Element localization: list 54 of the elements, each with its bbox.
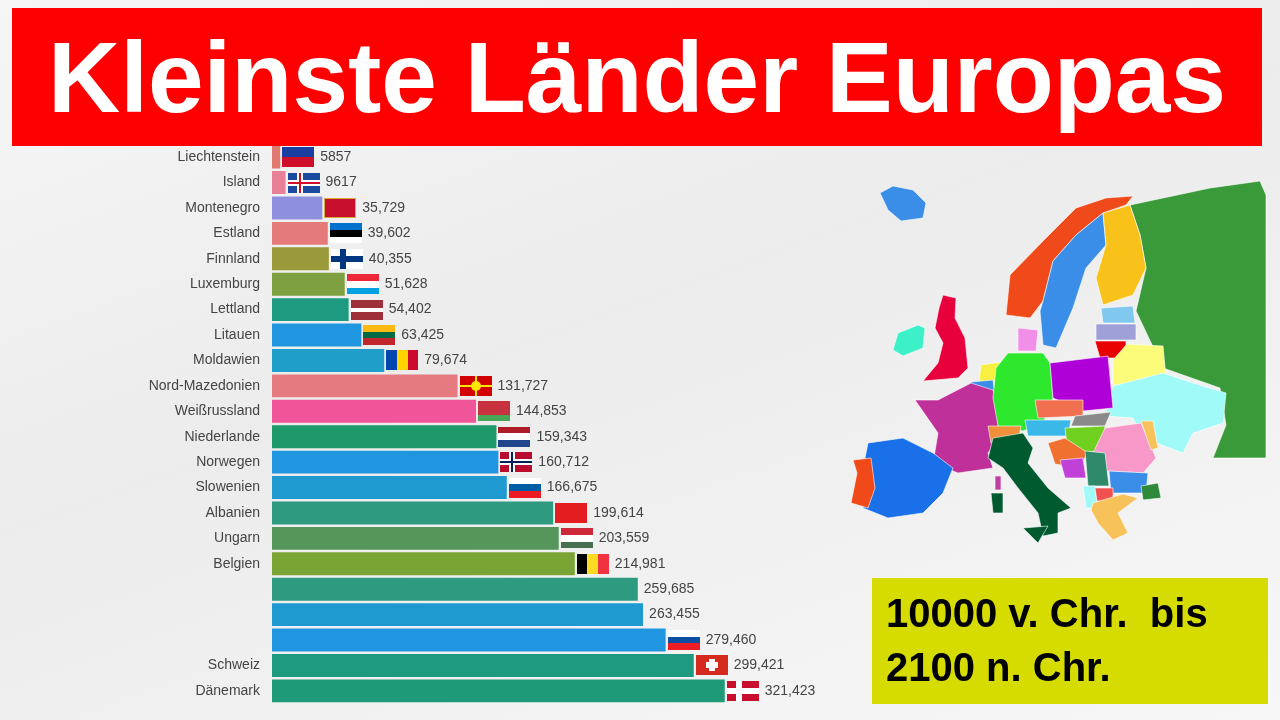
y-tick-label: Nord-Mazedonien	[148, 376, 260, 393]
data-label: 39,602	[367, 224, 411, 241]
data-label: 203,559	[598, 529, 650, 546]
data-label: 51,628	[384, 275, 428, 292]
y-tick-label: Lettland	[210, 300, 260, 317]
y-tick-label: Finnland	[206, 249, 260, 266]
data-label: 54,402	[388, 300, 432, 317]
y-tick-label: Weißrussland	[174, 402, 260, 419]
bar	[272, 425, 497, 449]
bar	[272, 221, 328, 245]
data-label: 166,675	[546, 478, 598, 495]
data-label: 144,853	[516, 402, 567, 419]
data-label: 259,685	[643, 580, 695, 597]
data-label: 131,727	[497, 376, 549, 393]
y-tick-label: Estland	[213, 224, 260, 241]
bar	[272, 272, 345, 296]
bar	[272, 628, 666, 652]
y-tick-label: Moldawien	[193, 351, 260, 368]
data-label: 263,455	[649, 605, 700, 622]
y-tick-label: Ungarn	[214, 529, 260, 546]
y-tick-label: Luxemburg	[189, 275, 260, 292]
data-label: 5857	[320, 147, 352, 164]
y-tick-label: Litauen	[214, 325, 260, 342]
bar	[272, 577, 638, 601]
text: 10000 v. Chr. bis 2100 n. Chr.	[886, 591, 1209, 689]
data-label: 79,674	[424, 351, 468, 368]
y-tick-label: Niederlande	[184, 427, 261, 444]
bar	[272, 298, 349, 322]
data-label: 299,421	[733, 656, 785, 673]
y-tick-label: Liechtenstein	[177, 147, 260, 164]
data-label: 321,423	[764, 681, 816, 698]
bar	[272, 526, 559, 550]
data-label: 159,343	[536, 427, 588, 444]
bar	[272, 476, 507, 499]
y-tick-label: Albanien	[205, 503, 260, 520]
y-tick-label: Belgien	[213, 554, 260, 571]
bar	[272, 145, 281, 169]
data-label: 63,425	[401, 325, 445, 342]
y-tick-label: Norwegen	[196, 452, 260, 469]
y-tick-label: Slowenien	[195, 478, 260, 495]
bar	[272, 603, 644, 627]
data-label: 160,712	[538, 452, 590, 469]
data-label: 35,729	[362, 198, 406, 215]
y-tick-label: Montenegro	[185, 198, 261, 215]
y-tick-label: Dänemark	[195, 681, 261, 698]
data-label: 279,460	[705, 630, 757, 647]
y-tick-label: Schweiz	[207, 656, 260, 673]
data-label: 199,614	[593, 503, 644, 520]
bar	[272, 323, 362, 347]
data-label: 214,981	[614, 554, 666, 571]
data-label: 40,355	[368, 249, 412, 266]
chart-title: Kleinste Länder Europas	[47, 21, 1227, 133]
data-label: 9617	[325, 173, 357, 190]
y-tick-label: Island	[222, 173, 260, 190]
